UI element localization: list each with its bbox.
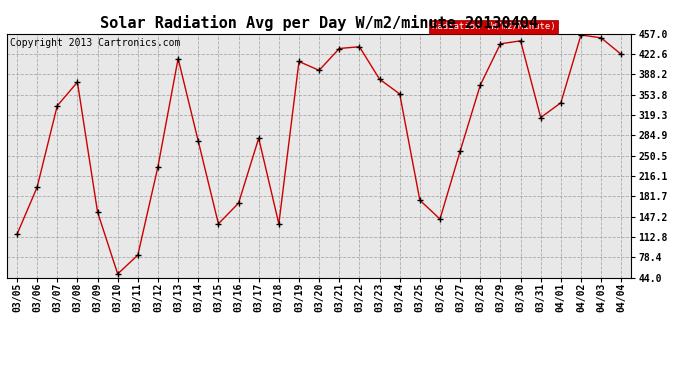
Title: Solar Radiation Avg per Day W/m2/minute 20130404: Solar Radiation Avg per Day W/m2/minute … bbox=[100, 15, 538, 31]
Text: Copyright 2013 Cartronics.com: Copyright 2013 Cartronics.com bbox=[10, 38, 181, 48]
Text: Radiation (W/m2/Minute): Radiation (W/m2/Minute) bbox=[431, 22, 555, 32]
